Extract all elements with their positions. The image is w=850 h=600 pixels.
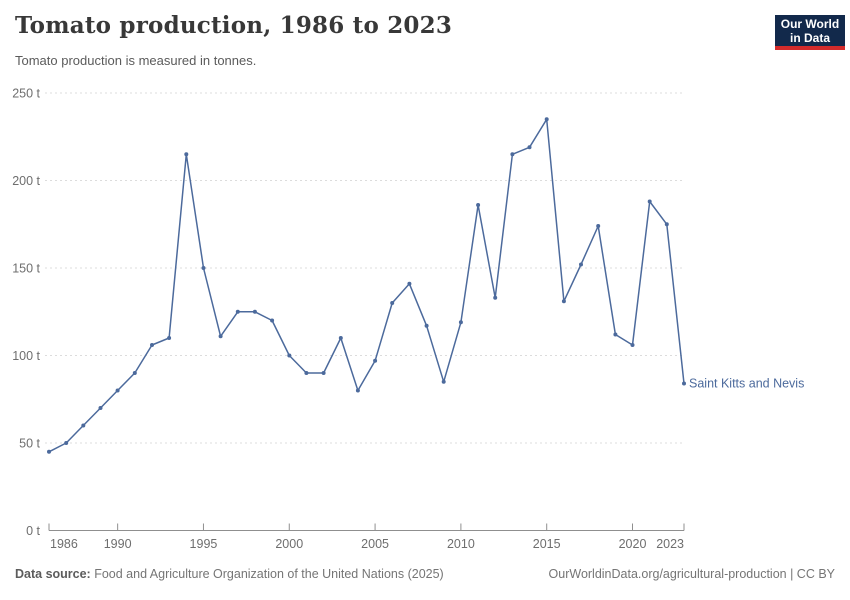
data-source-label: Data source: [15,567,91,581]
data-point [355,388,360,393]
y-tick-label: 50 t [19,437,40,451]
y-tick-label: 0 t [26,524,40,538]
data-point [115,388,120,393]
x-tick-label: 2023 [656,537,684,551]
x-tick-label: 2010 [447,537,475,551]
x-tick-label: 1986 [50,537,78,551]
footer: Data source: Food and Agriculture Organi… [15,567,835,581]
data-point [184,152,189,157]
data-point [235,309,240,314]
x-tick-label: 1990 [104,537,132,551]
owid-logo[interactable]: Our World in Data [775,15,845,50]
data-point [630,343,635,347]
x-tick-label: 1995 [190,537,218,551]
y-tick-label: 250 t [12,87,40,101]
data-point [441,379,446,384]
series-labels: Saint Kitts and Nevis [689,377,804,391]
data-point [510,152,515,157]
data-point [476,203,481,207]
series-line [47,117,686,454]
data-point [544,117,549,122]
data-point [647,199,652,204]
owid-logo-line2: in Data [789,30,830,45]
data-point [390,301,395,305]
data-point [579,262,583,267]
data-point [150,343,154,347]
gridlines [45,92,684,444]
data-point [132,371,137,375]
data-point [81,423,86,428]
data-point [218,334,223,339]
x-tick-label: 2005 [361,537,389,551]
data-point [424,323,429,328]
y-tick-label: 100 t [12,349,40,363]
data-point [596,224,601,228]
data-source-text: Food and Agriculture Organization of the… [90,567,444,581]
owid-logo-line1: Our World [780,16,840,31]
x-tick-label: 2000 [275,537,303,551]
data-point [252,309,257,314]
data-point [458,320,463,325]
data-point [613,332,618,337]
data-point [561,299,566,304]
data-point [201,266,206,270]
data-point [321,371,326,375]
data-point [270,318,275,323]
data-point [64,441,69,445]
data-point [373,358,378,363]
axes: 0 t 50 t 100 t 150 t 200 t 250 t 1986 1990 1995 2… [12,87,685,551]
x-tick-label: 2015 [533,537,561,551]
y-tick-label: 200 t [12,174,40,188]
data-point [493,295,498,300]
series-polyline [48,118,685,453]
data-point [304,371,309,375]
x-tick-label: 2020 [619,537,647,551]
data-point [98,406,103,410]
data-point [287,353,292,358]
data-source: Data source: Food and Agriculture Organi… [15,567,444,581]
data-point [338,336,343,340]
data-point [407,281,412,286]
page-title: Tomato production, 1986 to 2023 [15,12,453,39]
data-point [167,336,172,340]
page-subtitle: Tomato production is measured in tonnes. [15,53,257,68]
y-tick-label: 150 t [12,262,40,276]
data-point [47,449,51,454]
data-point [682,381,686,386]
credit-link[interactable]: OurWorldinData.org/agricultural-producti… [548,567,835,581]
data-point [664,222,669,227]
series-end-label: Saint Kitts and Nevis [689,377,804,391]
data-point [527,145,532,150]
